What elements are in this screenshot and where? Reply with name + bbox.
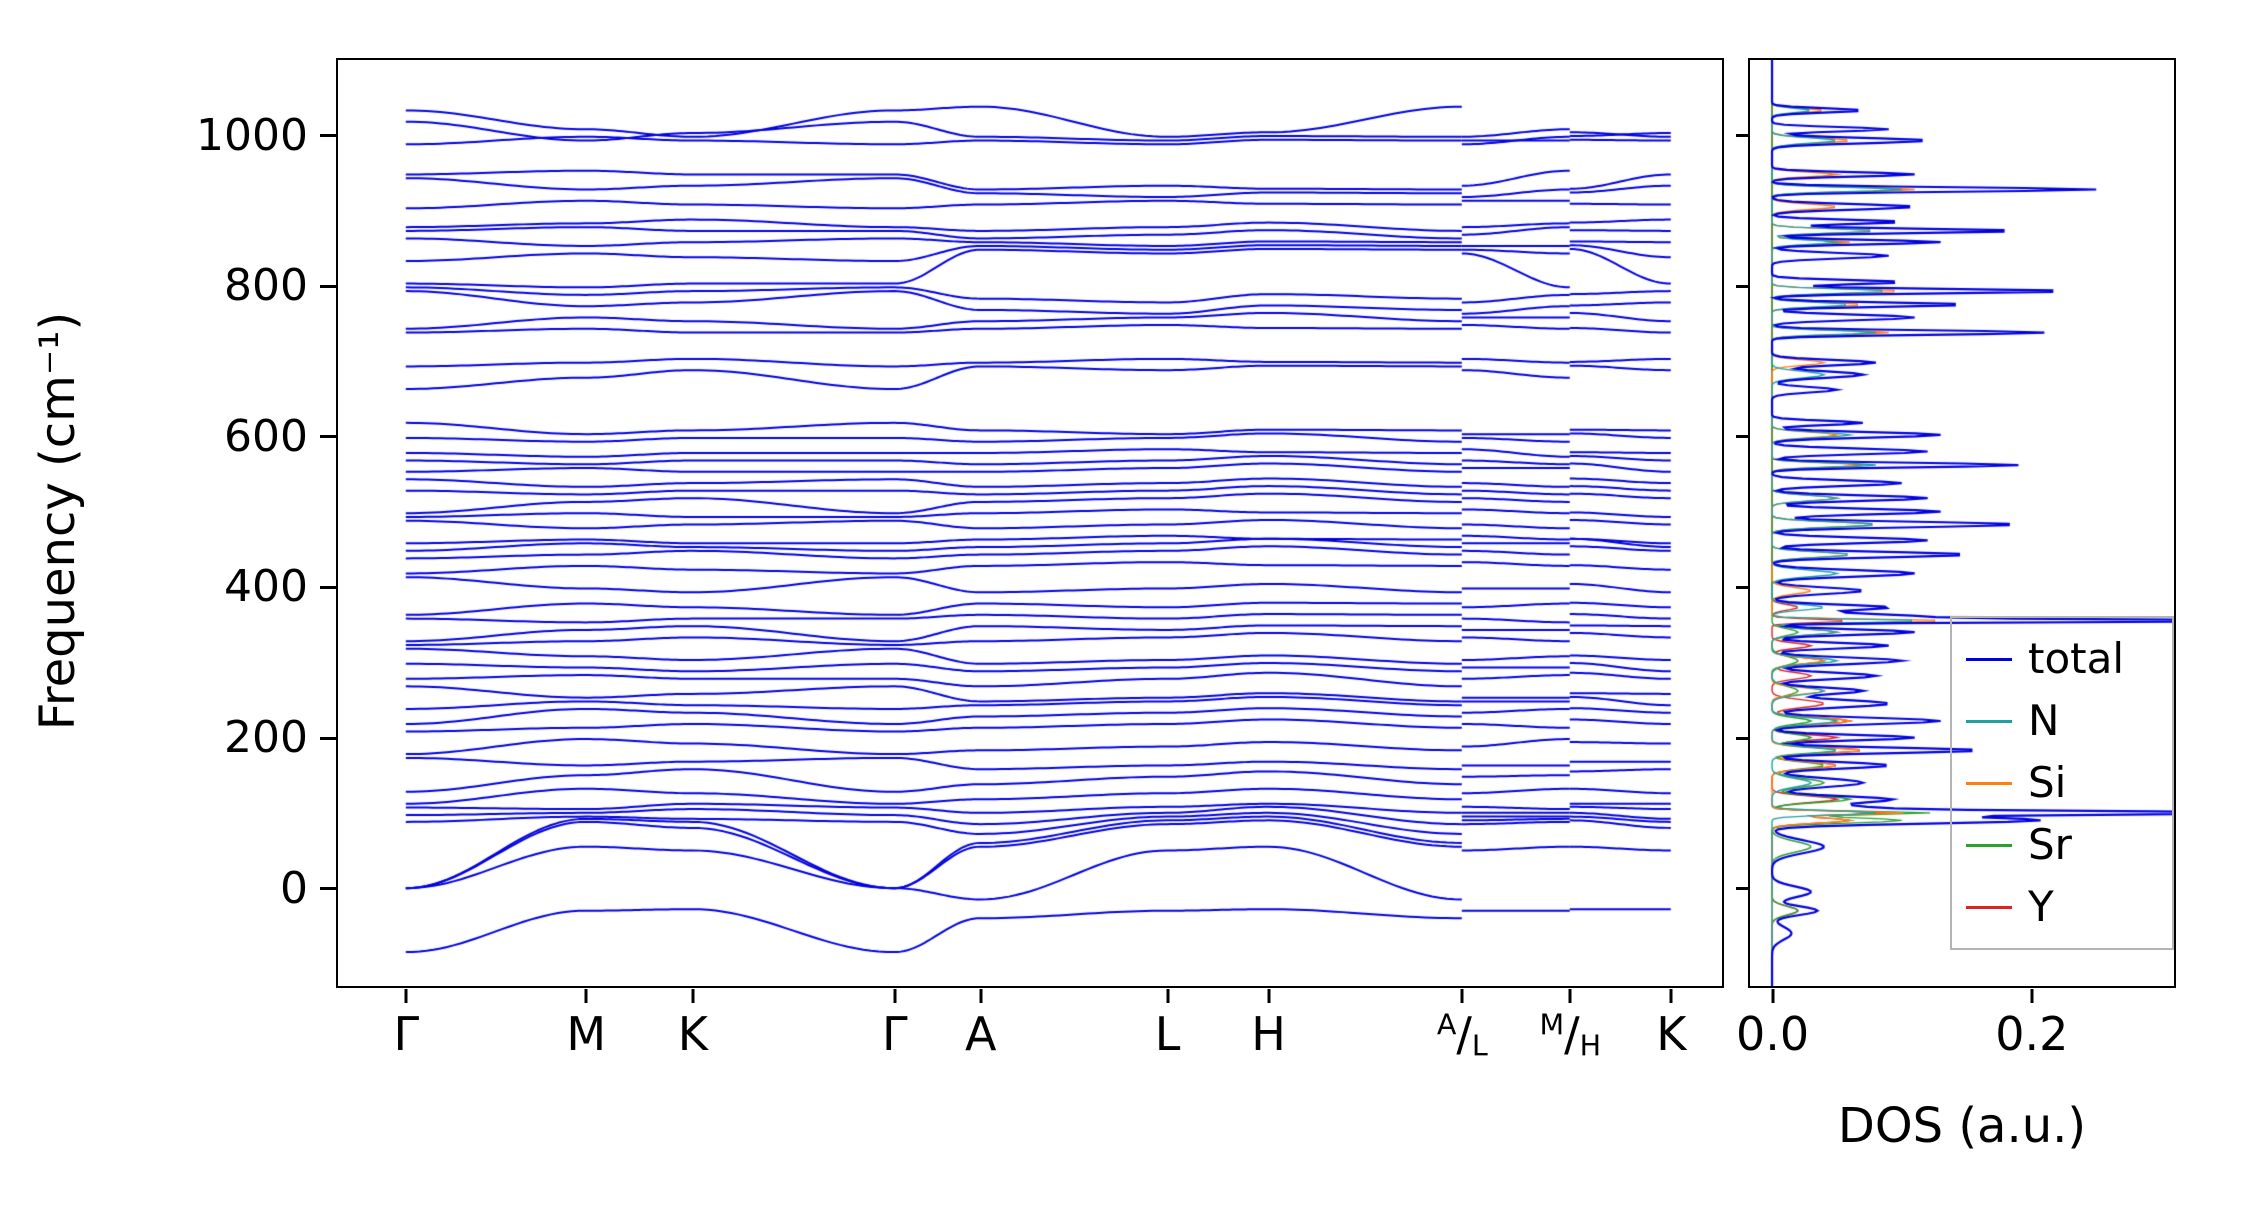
legend-label-sr: Sr	[2028, 820, 2072, 869]
legend-entry-sr: Sr	[1966, 814, 2172, 876]
k-point-label: K	[1656, 1007, 1687, 1061]
legend-entry-si: Si	[1966, 752, 2172, 814]
legend-entry-y: Y	[1966, 876, 2172, 938]
y-tick-label: 400	[224, 561, 308, 613]
x-tick-mark	[691, 989, 695, 1003]
band-structure-panel	[336, 58, 1724, 988]
legend-label-si: Si	[2028, 758, 2067, 807]
x-tick-mark	[979, 989, 983, 1003]
dos-x-tick-mark	[1771, 989, 1775, 1003]
legend-line-sr	[1966, 843, 2012, 847]
y-tick-mark	[320, 134, 336, 138]
legend-label-total: total	[2028, 634, 2125, 683]
dos-x-tick-label: 0.0	[1735, 1007, 1810, 1061]
y-tick-mark	[320, 435, 336, 439]
legend-label-y: Y	[2028, 882, 2054, 931]
k-point-label: A	[964, 1007, 997, 1061]
k-point-label: M	[566, 1007, 607, 1061]
y-tick-label: 200	[224, 712, 308, 764]
dos-y-tick-mark	[1736, 134, 1748, 138]
y-tick-label: 0	[280, 862, 308, 914]
dos-x-axis-label: DOS (a.u.)	[1837, 1098, 2087, 1154]
y-tick-mark	[320, 887, 336, 891]
k-point-label: A/L	[1436, 1007, 1488, 1063]
y-tick-mark	[320, 284, 336, 288]
y-tick-label: 1000	[196, 109, 308, 161]
k-point-label: K	[677, 1007, 708, 1061]
legend-entry-n: N	[1966, 690, 2172, 752]
x-tick-mark	[1568, 989, 1572, 1003]
dos-y-tick-mark	[1736, 887, 1748, 891]
x-tick-mark	[1460, 989, 1464, 1003]
y-tick-label: 600	[224, 410, 308, 462]
k-point-label: L	[1154, 1007, 1181, 1061]
k-point-label: H	[1251, 1007, 1286, 1061]
legend-line-n	[1966, 719, 2012, 723]
y-tick-mark	[320, 585, 336, 589]
dos-y-tick-mark	[1736, 284, 1748, 288]
dos-y-tick-mark	[1736, 736, 1748, 740]
legend: total N Si Sr Y	[1950, 616, 2174, 950]
legend-label-n: N	[2028, 696, 2060, 745]
x-tick-mark	[1267, 989, 1271, 1003]
dos-canvas	[1750, 60, 2174, 986]
k-point-label: M/H	[1539, 1007, 1602, 1063]
k-point-label: Γ	[393, 1007, 420, 1061]
legend-line-si	[1966, 781, 2012, 785]
band-structure-canvas	[338, 60, 1722, 986]
y-axis-label: Frequency (cm⁻¹)	[30, 311, 86, 731]
legend-line-y	[1966, 905, 2012, 909]
dos-y-tick-mark	[1736, 585, 1748, 589]
dos-panel	[1748, 58, 2176, 988]
y-tick-label: 800	[224, 260, 308, 312]
dos-x-tick-mark	[2030, 989, 2034, 1003]
x-tick-mark	[584, 989, 588, 1003]
y-tick-mark	[320, 736, 336, 740]
legend-line-total	[1966, 657, 2012, 661]
x-tick-mark	[1669, 989, 1673, 1003]
x-tick-mark	[404, 989, 408, 1003]
dos-y-tick-mark	[1736, 435, 1748, 439]
x-tick-mark	[893, 989, 897, 1003]
k-point-label: Γ	[882, 1007, 908, 1061]
legend-entry-total: total	[1966, 628, 2172, 690]
x-tick-mark	[1166, 989, 1170, 1003]
dos-x-tick-label: 0.2	[1995, 1007, 2069, 1061]
